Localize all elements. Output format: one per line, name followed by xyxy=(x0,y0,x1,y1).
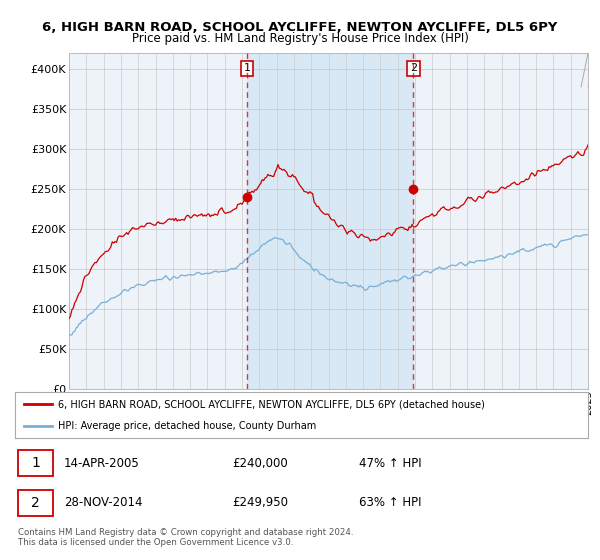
Text: 14-APR-2005: 14-APR-2005 xyxy=(64,456,139,470)
Text: 47% ↑ HPI: 47% ↑ HPI xyxy=(359,456,421,470)
Text: 1: 1 xyxy=(31,456,40,470)
Text: Contains HM Land Registry data © Crown copyright and database right 2024.
This d: Contains HM Land Registry data © Crown c… xyxy=(18,528,353,547)
Text: 2: 2 xyxy=(410,63,417,73)
Text: 6, HIGH BARN ROAD, SCHOOL AYCLIFFE, NEWTON AYCLIFFE, DL5 6PY: 6, HIGH BARN ROAD, SCHOOL AYCLIFFE, NEWT… xyxy=(43,21,557,34)
Text: 1: 1 xyxy=(244,63,250,73)
FancyBboxPatch shape xyxy=(18,450,53,476)
Text: 2: 2 xyxy=(31,496,40,510)
Text: £240,000: £240,000 xyxy=(233,456,289,470)
FancyBboxPatch shape xyxy=(18,490,53,516)
Text: HPI: Average price, detached house, County Durham: HPI: Average price, detached house, Coun… xyxy=(58,421,316,431)
Text: 28-NOV-2014: 28-NOV-2014 xyxy=(64,496,142,510)
Bar xyxy=(247,53,413,389)
Text: 6, HIGH BARN ROAD, SCHOOL AYCLIFFE, NEWTON AYCLIFFE, DL5 6PY (detached house): 6, HIGH BARN ROAD, SCHOOL AYCLIFFE, NEWT… xyxy=(58,399,485,409)
Text: 63% ↑ HPI: 63% ↑ HPI xyxy=(359,496,421,510)
Text: £249,950: £249,950 xyxy=(233,496,289,510)
Text: Price paid vs. HM Land Registry's House Price Index (HPI): Price paid vs. HM Land Registry's House … xyxy=(131,32,469,45)
